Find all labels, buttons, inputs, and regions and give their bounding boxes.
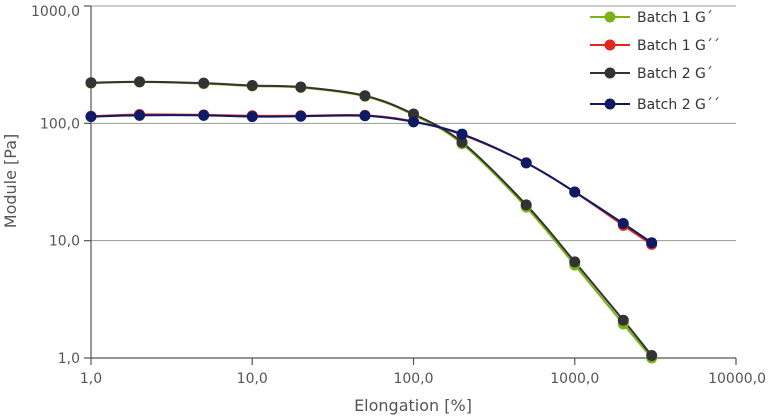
legend-swatch-marker — [604, 39, 616, 51]
data-point-s2-11 — [646, 350, 658, 362]
data-point-s2-7 — [456, 136, 468, 148]
data-point-s3-4 — [295, 110, 307, 122]
y-axis-label: Module [Pa] — [1, 134, 20, 228]
y-tick-label: 1,0 — [58, 351, 80, 367]
series-line-1 — [90, 113, 653, 246]
data-point-s2-3 — [246, 80, 258, 92]
data-point-s3-6 — [408, 116, 419, 128]
data-point-s2-6 — [408, 108, 419, 120]
legend-item: Batch 1 G´´ — [590, 38, 720, 54]
x-tick-label: 100,0 — [393, 371, 433, 387]
legend-item: Batch 1 G´ — [590, 10, 713, 26]
data-point-s2-1 — [134, 76, 146, 88]
data-point-s3-8 — [520, 157, 532, 169]
data-point-s3-11 — [646, 237, 658, 249]
axes — [84, 5, 737, 365]
data-point-s2-5 — [359, 90, 371, 102]
x-tick-label: 10000,0 — [708, 371, 766, 387]
data-point-s3-0 — [85, 111, 97, 123]
legend-label: Batch 1 G´´ — [637, 38, 720, 54]
legend-swatch-marker — [604, 67, 616, 79]
data-point-s3-3 — [246, 111, 258, 123]
data-point-s2-10 — [617, 314, 629, 326]
data-point-s3-10 — [617, 218, 629, 230]
legend-item: Batch 2 G´ — [590, 66, 713, 82]
y-tick-label: 10,0 — [49, 234, 80, 250]
legend-label: Batch 2 G´´ — [637, 97, 720, 113]
x-tick-label: 10,0 — [237, 371, 268, 387]
legend-label: Batch 2 G´ — [637, 66, 713, 82]
data-point-s3-1 — [134, 109, 146, 121]
series-line-3 — [90, 114, 653, 244]
data-point-s3-5 — [359, 110, 371, 122]
x-tick-label: 1000,0 — [550, 371, 599, 387]
x-axis-label: Elongation [%] — [354, 396, 472, 415]
legend-swatch-marker — [604, 11, 616, 23]
data-point-s2-0 — [85, 77, 97, 89]
x-tick-label: 1,0 — [80, 371, 102, 387]
data-point-s3-9 — [569, 186, 581, 198]
data-point-s2-4 — [295, 81, 307, 93]
legend-item: Batch 2 G´´ — [590, 97, 720, 113]
data-point-s2-2 — [198, 77, 210, 89]
data-point-s3-7 — [456, 128, 468, 140]
legend-swatch-marker — [604, 98, 616, 110]
data-point-s3-2 — [198, 109, 210, 121]
legend: Batch 1 G´ Batch 1 G´´ Batch 2 G´ Batch 2 G… — [590, 10, 720, 113]
y-tick-label: 1000,0 — [31, 4, 80, 20]
data-point-s2-9 — [569, 256, 581, 268]
tick-labels: 1,0 10,0 100,0 1000,0 10000,0 1,0 10,0 100,0 100… — [31, 4, 766, 387]
data-point-s2-8 — [520, 199, 532, 211]
y-tick-label: 100,0 — [40, 116, 80, 132]
legend-label: Batch 1 G´ — [637, 10, 713, 26]
series-points — [85, 76, 658, 364]
